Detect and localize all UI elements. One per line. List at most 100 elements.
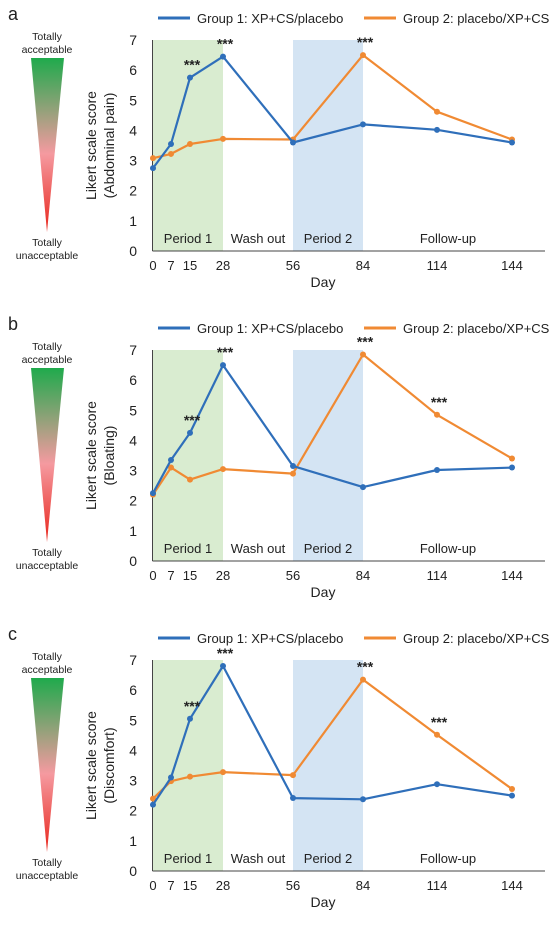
x-tick-label: 56 [286, 878, 300, 893]
significance-marker: *** [217, 36, 234, 52]
x-tick-label: 114 [427, 568, 448, 583]
data-point-group2 [187, 773, 193, 780]
y-tick-label: 2 [129, 803, 137, 819]
series-line-group1 [152, 55, 513, 169]
significance-marker: *** [217, 344, 234, 360]
data-point-group1 [434, 781, 440, 788]
data-point-group1 [168, 140, 174, 147]
scale-top-label: acceptable [22, 354, 73, 366]
data-point-group1 [290, 463, 296, 470]
data-point-group2 [290, 772, 296, 779]
y-axis-title: Likert scale score [83, 401, 99, 510]
x-axis-title: Day [311, 894, 336, 910]
data-point-group1 [509, 792, 515, 799]
scale-top-label: Totally [32, 31, 63, 43]
legend-label-group1: Group 1: XP+CS/placebo [197, 321, 343, 336]
period-1-shade [153, 660, 223, 871]
data-point-group2 [434, 411, 440, 418]
scale-top-label: Totally [32, 341, 63, 353]
x-tick-label: 84 [356, 568, 370, 583]
data-point-group1 [150, 490, 156, 497]
data-point-group1 [360, 484, 366, 491]
series-line-group2 [152, 53, 513, 160]
data-point-group2 [509, 786, 515, 793]
x-tick-label: 28 [216, 568, 230, 583]
period-2-label: Period 2 [304, 231, 352, 246]
y-tick-label: 2 [129, 493, 137, 509]
legend-label-group1: Group 1: XP+CS/placebo [197, 11, 343, 26]
x-axis-title: Day [311, 274, 336, 290]
panel-letter: c [8, 624, 17, 644]
data-point-group1 [360, 121, 366, 128]
y-tick-label: 1 [129, 523, 137, 539]
data-point-group2 [187, 140, 193, 147]
data-point-group1 [187, 715, 193, 722]
significance-marker: *** [217, 645, 234, 661]
legend-label-group2: Group 2: placebo/XP+CS [403, 631, 550, 646]
x-tick-label: 0 [149, 258, 156, 273]
data-point-group1 [434, 466, 440, 473]
data-point-group1 [509, 139, 515, 146]
y-tick-label: 7 [129, 652, 137, 668]
data-point-group1 [434, 126, 440, 133]
series-line-group1 [152, 363, 513, 494]
data-point-group2 [150, 155, 156, 162]
x-tick-label: 144 [501, 568, 523, 583]
y-tick-label: 4 [129, 432, 137, 448]
data-point-group1 [360, 796, 366, 803]
y-tick-label: 5 [129, 402, 137, 418]
period-2-shade [293, 660, 363, 871]
x-tick-label: 15 [183, 568, 197, 583]
legend-label-group1: Group 1: XP+CS/placebo [197, 631, 343, 646]
washout-label: Wash out [231, 231, 286, 246]
scale-bottom-label: unacceptable [16, 250, 79, 262]
acceptability-scale [31, 678, 64, 852]
legend-label-group2: Group 2: placebo/XP+CS [403, 11, 550, 26]
data-point-group2 [290, 470, 296, 477]
x-tick-label: 56 [286, 258, 300, 273]
chart-svg-b: bTotallyacceptableTotallyunacceptablePer… [8, 314, 550, 600]
period-1-label: Period 1 [164, 541, 212, 556]
x-tick-label: 15 [183, 878, 197, 893]
x-tick-label: 28 [216, 258, 230, 273]
x-tick-label: 114 [427, 878, 448, 893]
x-tick-label: 7 [167, 258, 174, 273]
x-tick-label: 15 [183, 258, 197, 273]
y-axis-subtitle: (Abdominal pain) [101, 93, 117, 199]
data-point-group2 [220, 466, 226, 473]
y-tick-label: 6 [129, 682, 137, 698]
panel-letter: b [8, 314, 18, 334]
significance-marker: *** [431, 394, 448, 410]
legend-label-group2: Group 2: placebo/XP+CS [403, 321, 550, 336]
period-2-label: Period 2 [304, 541, 352, 556]
data-point-group2 [360, 676, 366, 683]
series-line-group2 [152, 353, 513, 496]
scale-top-label: acceptable [22, 44, 73, 56]
x-tick-label: 7 [167, 568, 174, 583]
followup-label: Follow-up [420, 851, 476, 866]
data-point-group1 [220, 362, 226, 369]
data-point-group1 [150, 165, 156, 172]
x-axis-title: Day [311, 584, 336, 600]
period-2-label: Period 2 [304, 851, 352, 866]
y-tick-label: 4 [129, 122, 137, 138]
data-point-group1 [220, 663, 226, 670]
data-point-group1 [187, 74, 193, 81]
data-point-group1 [290, 795, 296, 802]
chart-panel-a: a Totally acceptable Totally unacceptable Per… [0, 0, 550, 305]
data-point-group1 [168, 774, 174, 781]
y-tick-label: 0 [129, 553, 137, 569]
data-point-group2 [360, 351, 366, 358]
scale-top-label: acceptable [22, 664, 73, 676]
significance-marker: *** [357, 659, 374, 675]
data-point-group2 [168, 464, 174, 471]
data-point-group2 [168, 150, 174, 157]
y-tick-label: 0 [129, 243, 137, 259]
y-tick-label: 6 [129, 372, 137, 388]
significance-marker: *** [357, 34, 374, 50]
y-tick-label: 3 [129, 463, 137, 479]
data-point-group1 [168, 457, 174, 464]
acceptability-scale [31, 368, 64, 542]
significance-marker: *** [184, 412, 201, 428]
data-point-group2 [220, 135, 226, 142]
